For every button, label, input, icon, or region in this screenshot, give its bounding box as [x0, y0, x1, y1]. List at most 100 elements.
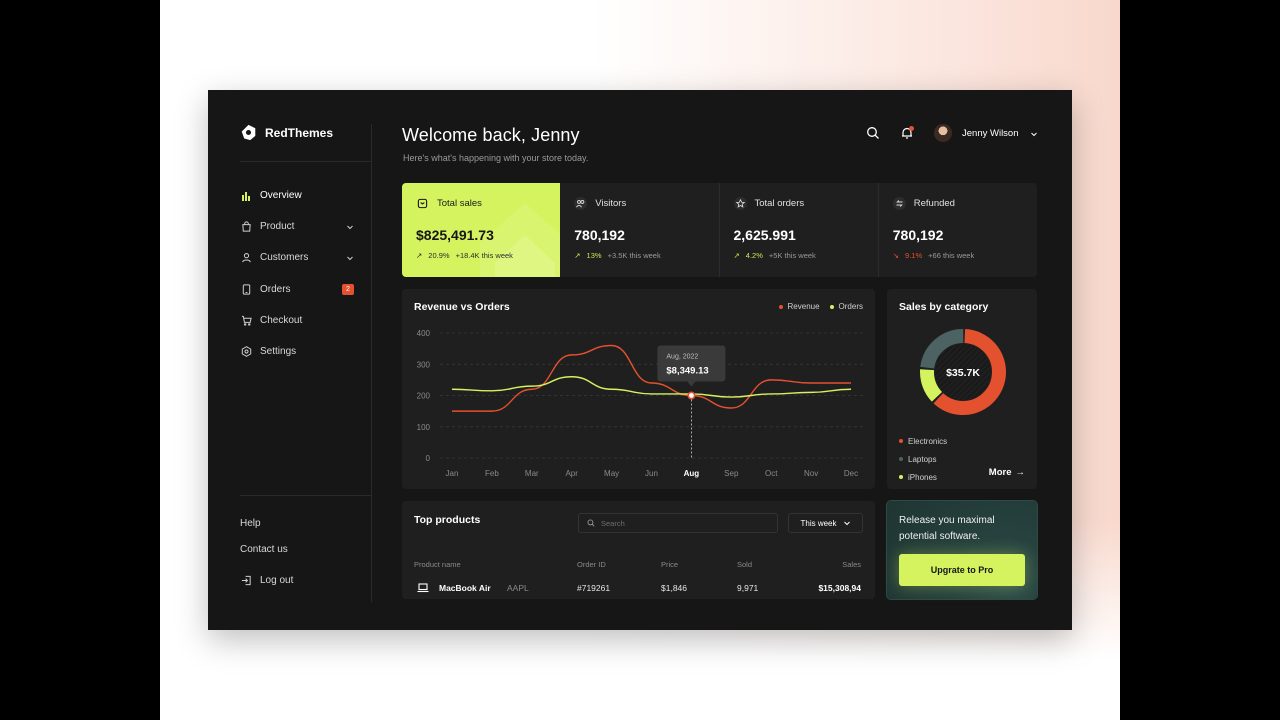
stat-footer: ↗ 20.9% +18.4K this week	[416, 251, 513, 260]
chevron-down-icon[interactable]	[346, 223, 354, 231]
product-name[interactable]: MacBook Air	[439, 583, 491, 593]
stat-card-total-orders[interactable]: Total orders 2,625.991 ↗ 4.2% +5K this w…	[720, 183, 879, 277]
brand-logo[interactable]: RedThemes	[240, 124, 333, 141]
y-tick-label: 100	[417, 423, 431, 432]
stat-card-visitors[interactable]: Visitors 780,192 ↗ 13% +3.5K this week	[560, 183, 720, 277]
bell-icon[interactable]	[900, 126, 914, 140]
search-input[interactable]: Search	[578, 513, 778, 533]
trend-up-icon: ↗	[416, 251, 423, 260]
chevron-down-icon[interactable]	[1030, 130, 1038, 138]
x-tick-label: Apr	[565, 469, 578, 478]
search-icon[interactable]	[866, 126, 880, 140]
stat-label: Visitors	[595, 198, 627, 209]
upgrade-promo-card: Release you maximal potential software. …	[887, 501, 1037, 599]
sidebar-item-label: Checkout	[260, 314, 303, 326]
stat-value: 780,192	[892, 227, 944, 243]
page-title: Welcome back, Jenny	[402, 125, 580, 145]
users-icon	[574, 197, 588, 210]
tooltip-pointer	[687, 381, 696, 387]
bag-icon	[240, 221, 252, 233]
stat-header: Total orders	[733, 197, 805, 210]
revenue-orders-chart[interactable]: 0 100 200 300 400 Jan Feb Mar Apr May Jun Aug Sep Oct…	[402, 289, 875, 489]
product-ticker: AAPL	[507, 583, 529, 593]
column-header: Order ID	[577, 560, 606, 569]
arrow-right-icon: →	[1015, 467, 1026, 478]
tooltip-box	[657, 345, 726, 382]
decorative-shape	[480, 203, 561, 277]
series-line-revenue	[452, 344, 851, 412]
stat-footer: ↘ 9.1% +66 this week	[893, 251, 974, 260]
star-icon	[733, 197, 747, 210]
avatar[interactable]	[934, 124, 952, 142]
stat-label: Refunded	[913, 198, 955, 209]
more-button[interactable]: More →	[989, 467, 1025, 478]
revenue-orders-card: 0 100 200 300 400 Jan Feb Mar Apr May Jun Aug Sep Oct…	[402, 289, 875, 489]
top-products-card: Top products Search This week Product na…	[402, 501, 875, 599]
stat-card-total-sales[interactable]: Total sales $825,491.73 ↗ 20.9% +18.4K t…	[402, 183, 561, 277]
stat-change: 9.1%	[905, 251, 923, 260]
sidebar-item-label: Settings	[260, 346, 297, 358]
sidebar-item-help[interactable]: Help	[240, 510, 350, 537]
stat-label: Total sales	[437, 198, 482, 209]
stat-footer: ↗ 13% +3.5K this week	[574, 251, 660, 260]
chart-title: Revenue vs Orders	[414, 301, 510, 313]
list-item: Laptops	[899, 450, 947, 468]
trend-up-icon: ↗	[733, 251, 740, 260]
sidebar-footer: Help Contact us Log out	[240, 510, 350, 594]
notification-dot	[909, 126, 914, 131]
active-point-marker	[687, 391, 696, 400]
sidebar-item-label: Product	[260, 221, 295, 233]
order-id: #719261	[577, 583, 611, 593]
sidebar-item-contact[interactable]: Contact us	[240, 537, 350, 564]
sidebar-border	[371, 124, 372, 602]
chevron-down-icon[interactable]	[346, 254, 354, 262]
product-sales: $15,308,94	[818, 583, 861, 593]
sidebar: RedThemes Overview Product Cu	[208, 90, 372, 630]
logo-icon	[241, 124, 256, 141]
donut-total-label: $35.7K	[946, 367, 980, 379]
sidebar-item-overview[interactable]: Overview	[240, 180, 354, 211]
tooltip-value: $8,349.13	[666, 366, 708, 377]
tablet-icon	[240, 283, 252, 295]
wallet-icon	[416, 197, 429, 210]
stat-header: Visitors	[574, 197, 626, 210]
sidebar-item-orders[interactable]: Orders 2	[240, 274, 354, 305]
sidebar-item-product[interactable]: Product	[240, 211, 354, 242]
period-dropdown[interactable]: This week	[788, 513, 863, 533]
x-tick-label: Oct	[765, 469, 778, 478]
products-title: Top products	[414, 514, 481, 526]
sidebar-divider-bottom	[240, 495, 372, 496]
x-tick-label: Feb	[485, 469, 499, 478]
stat-card-refunded[interactable]: Refunded 780,192 ↘ 9.1% +66 this week	[879, 183, 1037, 277]
stat-header: Total sales	[416, 197, 482, 210]
help-label: Help	[240, 517, 261, 529]
stat-value: 780,192	[574, 227, 625, 243]
orders-count-badge: 2	[342, 283, 354, 295]
stat-footer: ↗ 4.2% +5K this week	[734, 251, 816, 260]
page-subtitle: Here's what's happening with your store …	[403, 153, 589, 163]
trend-down-icon: ↘	[892, 251, 900, 260]
sidebar-item-checkout[interactable]: Checkout	[240, 305, 354, 336]
x-tick-label: Nov	[804, 469, 818, 478]
y-tick-label: 200	[417, 392, 431, 401]
chevron-down-icon	[843, 521, 850, 526]
stat-value: $825,491.73	[416, 227, 494, 243]
hexagon-gear-icon	[240, 346, 252, 358]
sidebar-item-settings[interactable]: Settings	[240, 336, 354, 367]
x-tick-label: Aug	[684, 469, 700, 478]
sidebar-item-customers[interactable]: Customers	[240, 242, 354, 273]
user-name[interactable]: Jenny Wilson	[962, 128, 1019, 139]
logout-button[interactable]: Log out	[240, 567, 350, 594]
stat-delta: +3.5K this week	[607, 251, 661, 260]
donut-slice-electronics	[920, 329, 1006, 415]
logout-icon	[240, 574, 252, 586]
category-donut-chart[interactable]: $35.7K	[887, 289, 1037, 489]
more-label: More	[988, 467, 1012, 478]
brand-name: RedThemes	[265, 125, 334, 140]
list-item: Electronics	[899, 432, 947, 450]
column-header: Product name	[414, 560, 461, 569]
upgrade-button[interactable]: Upgrate to Pro	[899, 554, 1025, 586]
stat-label: Total orders	[754, 198, 805, 209]
refund-icon	[892, 197, 906, 210]
column-header: Sales	[842, 560, 861, 569]
